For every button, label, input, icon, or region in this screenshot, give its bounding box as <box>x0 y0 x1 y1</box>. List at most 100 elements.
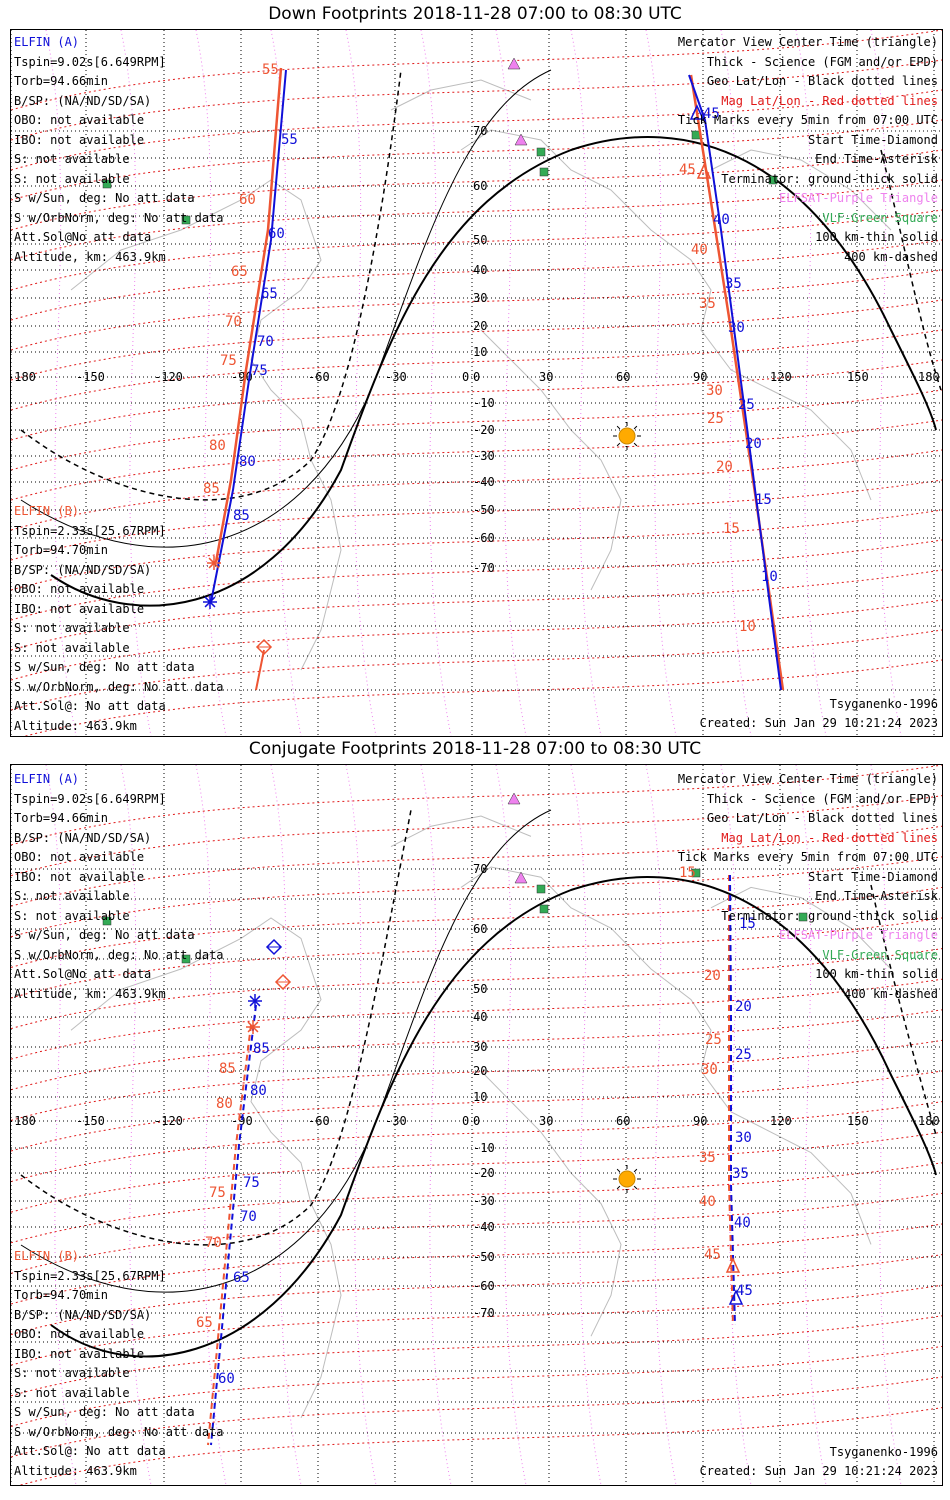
terminator-ground <box>50 876 937 1358</box>
panel-title-down: Down Footprints 2018-11-28 07:00 to 08:3… <box>268 4 682 24</box>
track-time-label: 20 <box>704 968 721 984</box>
track-time-label: 45 <box>704 1247 721 1263</box>
legend-item: Tick Marks every 5min from 07:00 UTC <box>677 113 938 127</box>
sc-b-line: S: not available <box>14 621 130 635</box>
track-time-label: 85 <box>233 508 250 524</box>
sun-ray <box>633 1185 638 1190</box>
sc-b-start-arrow <box>255 649 265 691</box>
mag-lat-line <box>11 1345 942 1427</box>
mag-lat-line <box>11 359 942 441</box>
legend-item: Tick Marks every 5min from 07:00 UTC <box>677 850 938 864</box>
sc-a-line: Altitude, km: 463.9km <box>14 986 166 1001</box>
end-asterisk-icon <box>208 557 220 569</box>
coastline <box>390 79 532 111</box>
lon-tick-label: 150 <box>847 1114 869 1128</box>
track-time-label: 30 <box>706 383 723 399</box>
sc-b-line: Torb=94.70min <box>14 543 108 557</box>
lon-tick-label: -120 <box>154 370 183 384</box>
coastline <box>710 886 892 970</box>
sc-a-line: S: not available <box>14 889 130 903</box>
lat-tick-label: 60 <box>473 179 487 193</box>
mag-lat-line <box>11 119 942 201</box>
vlf-square-icon <box>536 884 546 894</box>
mag-lat-line <box>11 1284 942 1366</box>
track-time-label: 60 <box>268 226 285 242</box>
legend-item: ELFSAT-Purple Triangle <box>779 928 938 942</box>
mag-lat-line <box>11 629 942 711</box>
lat-tick-label: 60 <box>473 922 487 936</box>
end-asterisk-icon <box>249 995 261 1007</box>
lon-tick-label: 30 <box>539 370 553 384</box>
mag-lat-line <box>11 886 942 968</box>
mag-lat-line <box>11 765 942 846</box>
mag-lat-line <box>11 389 942 471</box>
sc-b-line: S: not available <box>14 1385 130 1400</box>
panel-title-conj: Conjugate Footprints 2018-11-28 07:00 to… <box>248 739 702 759</box>
mag-lat-line <box>11 1070 942 1152</box>
track-time-label: 35 <box>732 1166 749 1182</box>
sc-a-track <box>210 69 287 603</box>
legend: Mercator View Center Time (triangle) Thi… <box>678 770 938 1004</box>
sc-a-line: Torb=94.66min <box>14 811 108 825</box>
vlf-square-icon <box>539 167 549 177</box>
mag-lat-line <box>11 239 942 321</box>
sc-a-line: S w/OrbNorm, deg: No att data <box>14 947 224 962</box>
lat-tick-label: -70 <box>473 561 495 575</box>
sc-b-line: S w/OrbNorm, deg: No att data <box>14 679 224 694</box>
legend-item: Terminator: ground-thick solid <box>721 171 938 186</box>
lon-tick-label: 120 <box>770 370 792 384</box>
vlf-square-icon <box>536 147 546 157</box>
sc-b-line: OBO: not available <box>14 1327 145 1341</box>
lat-tick-label: -40 <box>473 1220 495 1234</box>
lon-tick-label: 0 <box>462 370 469 384</box>
lat-tick-label: 10 <box>473 1090 487 1104</box>
track-time-label: 35 <box>699 1150 716 1166</box>
mag-lon-line <box>795 30 827 736</box>
terminator-100km <box>20 69 552 548</box>
created-label: Created: Sun Jan 29 10:21:24 2023 <box>699 716 938 730</box>
legend-item: End Time-Asterisk <box>815 152 938 166</box>
vlf-square-icon <box>181 215 191 225</box>
sc-b-line: IBO: not available <box>14 1346 145 1361</box>
lon-tick-label: 90 <box>693 1114 707 1128</box>
mag-lat-line <box>11 89 942 171</box>
track-time-label: 75 <box>251 363 268 379</box>
sc-a-line: B/SP: (NA/ND/SD/SA) <box>14 93 152 108</box>
lat-tick-label: -60 <box>473 531 495 545</box>
lon-tick-label: -90 <box>231 1114 253 1128</box>
track-time-label: 25 <box>707 411 724 427</box>
coastline <box>390 815 532 848</box>
track-time-label: 70 <box>205 1235 222 1251</box>
track-time-label: 70 <box>240 1209 257 1225</box>
sc-b-line: Att.Sol@: No att data <box>14 1444 166 1458</box>
lat-tick-label: 70 <box>473 862 487 876</box>
mag-lat-line <box>11 1192 942 1274</box>
track-time-label: 55 <box>262 62 279 78</box>
lat-tick-label: -30 <box>473 1194 495 1208</box>
end-asterisk-icon <box>247 1021 259 1033</box>
sun-icon <box>618 1170 636 1188</box>
sc-a-line: IBO: not available <box>14 132 145 147</box>
track-time-label: 35 <box>725 276 742 292</box>
vlf-square-icon <box>102 916 112 926</box>
track-time-label: 85 <box>253 1041 270 1057</box>
legend-item: VLF-Green Square <box>822 947 938 962</box>
mag-lat-line <box>11 1162 942 1244</box>
coastline <box>460 866 872 1245</box>
lat-tick-label: 70 <box>473 124 487 138</box>
mag-lat-line <box>24 659 942 736</box>
mag-lon-line <box>870 30 902 736</box>
lat-tick-label: -50 <box>473 503 495 517</box>
sc-b-track <box>728 875 734 1326</box>
mag-lat-line <box>11 1009 942 1091</box>
track-time-label: 40 <box>734 1215 751 1231</box>
sun-ray <box>633 425 638 430</box>
lat-tick-label: -10 <box>473 396 495 410</box>
lon-tick-label: 180 <box>918 370 940 384</box>
mag-lat-line <box>11 599 942 681</box>
legend-item: Mercator View Center Time (triangle) <box>677 35 938 49</box>
lon-tick-label: -180 <box>11 370 36 384</box>
track-time-label: 45 <box>736 1283 753 1299</box>
lon-tick-label: 150 <box>847 370 869 384</box>
mag-lon-line <box>495 30 527 736</box>
